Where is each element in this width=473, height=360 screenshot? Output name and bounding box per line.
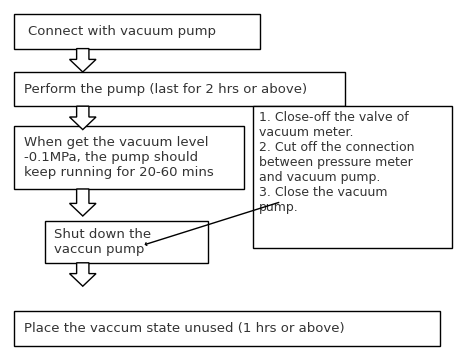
FancyBboxPatch shape bbox=[14, 72, 345, 106]
Polygon shape bbox=[70, 263, 96, 286]
Polygon shape bbox=[70, 189, 96, 216]
Text: Shut down the
vaccun pump: Shut down the vaccun pump bbox=[54, 228, 151, 256]
Polygon shape bbox=[70, 49, 96, 72]
Text: 1. Close-off the valve of
vacuum meter.
2. Cut off the connection
between pressu: 1. Close-off the valve of vacuum meter. … bbox=[259, 111, 415, 214]
FancyBboxPatch shape bbox=[45, 221, 208, 263]
Text: Connect with vacuum pump: Connect with vacuum pump bbox=[28, 25, 216, 38]
FancyBboxPatch shape bbox=[14, 311, 440, 346]
Text: Place the vaccum state unused (1 hrs or above): Place the vaccum state unused (1 hrs or … bbox=[24, 322, 344, 335]
FancyBboxPatch shape bbox=[253, 106, 452, 248]
Text: Perform the pump (last for 2 hrs or above): Perform the pump (last for 2 hrs or abov… bbox=[24, 82, 307, 96]
FancyBboxPatch shape bbox=[14, 126, 244, 189]
Text: When get the vacuum level
-0.1MPa, the pump should
keep running for 20-60 mins: When get the vacuum level -0.1MPa, the p… bbox=[24, 136, 213, 179]
Polygon shape bbox=[70, 106, 96, 130]
FancyBboxPatch shape bbox=[14, 14, 260, 49]
